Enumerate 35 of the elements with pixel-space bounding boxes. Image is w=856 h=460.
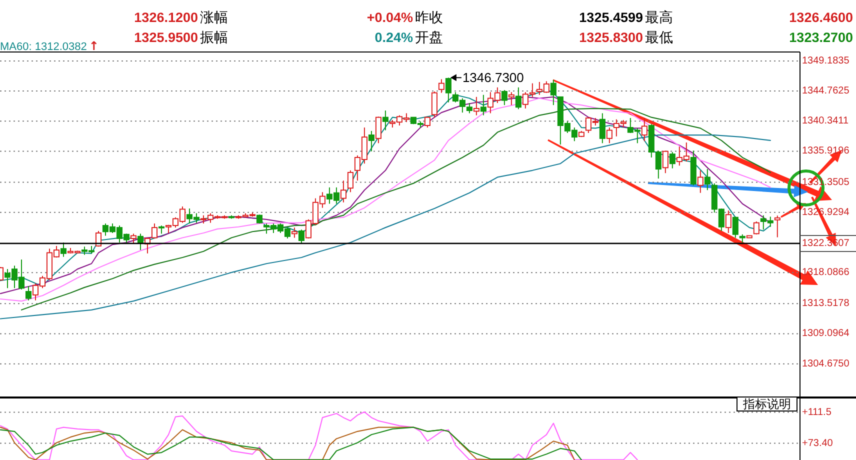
y-tick-label: 1335.9196 (802, 146, 850, 157)
text: 最低 (645, 30, 673, 46)
text: 0.24% (374, 30, 413, 45)
text: 1325.4599 (579, 10, 643, 25)
text: 1326.4600 (789, 10, 853, 25)
text: 1326.1200 (134, 10, 198, 25)
candlestick (704, 168, 710, 191)
y-tick-label: 1309.0964 (802, 328, 850, 340)
text: 1323.2700 (789, 30, 853, 45)
y-tick-label: +73.40 (802, 438, 834, 449)
y-tick-label: 1344.7625 (802, 86, 850, 97)
line-series (0, 411, 638, 460)
candlestick (508, 92, 514, 106)
candlestick (382, 110, 388, 131)
text: +0.04% (366, 10, 413, 25)
text: 1325.9500 (134, 30, 198, 45)
line-series (0, 134, 771, 320)
annotation: 指标说明 (742, 397, 791, 411)
y-tick-label: 1304.6750 (802, 358, 850, 370)
candlestick (473, 96, 480, 116)
text: 最高 (645, 10, 673, 26)
y-tick-label: 1349.1835 (802, 55, 850, 66)
y-tick-label: 1313.5178 (802, 298, 850, 310)
y-tick-label: +111.5 (802, 406, 832, 418)
annotation: 1346.7300 (462, 70, 524, 86)
text: 开盘 (415, 30, 443, 46)
candlestick (480, 94, 486, 116)
annotation: MA60: 1312.0382 (0, 41, 87, 53)
text: 涨幅 (200, 10, 228, 26)
y-tick-label: 1340.3411 (802, 116, 849, 127)
text: 1325.8300 (579, 30, 643, 45)
text: 振幅 (200, 30, 228, 46)
text: 昨收 (415, 10, 443, 26)
candlestick (641, 118, 648, 142)
annotation: ↑ (88, 39, 99, 53)
